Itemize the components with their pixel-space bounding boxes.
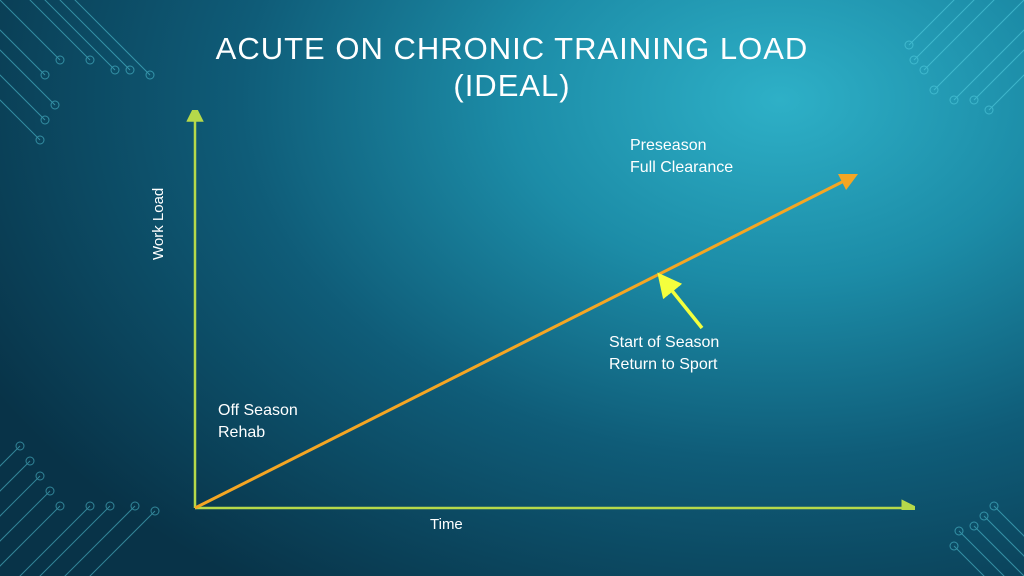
annotation-line: Preseason — [630, 137, 707, 154]
title-line-2: (IDEAL) — [453, 68, 570, 103]
x-axis-label: Time — [430, 516, 463, 533]
y-axis-label: Work Load — [150, 188, 167, 260]
annotation-off-season: Off Season Rehab — [218, 400, 298, 443]
circuit-decoration-bottom-right — [944, 456, 1024, 576]
title-line-1: ACUTE ON CHRONIC TRAINING LOAD — [216, 31, 809, 66]
annotation-preseason: Preseason Full Clearance — [630, 135, 733, 178]
annotation-line: Start of Season — [609, 334, 719, 351]
annotation-line: Rehab — [218, 424, 265, 441]
slide-title: ACUTE ON CHRONIC TRAINING LOAD (IDEAL) — [0, 30, 1024, 104]
annotation-start-season: Start of Season Return to Sport — [609, 332, 719, 375]
annotation-line: Full Clearance — [630, 159, 733, 176]
chart-canvas — [175, 110, 915, 510]
annotation-line: Return to Sport — [609, 356, 718, 373]
slide: ACUTE ON CHRONIC TRAINING LOAD (IDEAL) W… — [0, 0, 1024, 576]
annotation-line: Off Season — [218, 402, 298, 419]
callout-arrow — [665, 282, 702, 328]
ideal-load-line — [195, 178, 850, 508]
circuit-decoration-bottom-left — [0, 376, 200, 576]
